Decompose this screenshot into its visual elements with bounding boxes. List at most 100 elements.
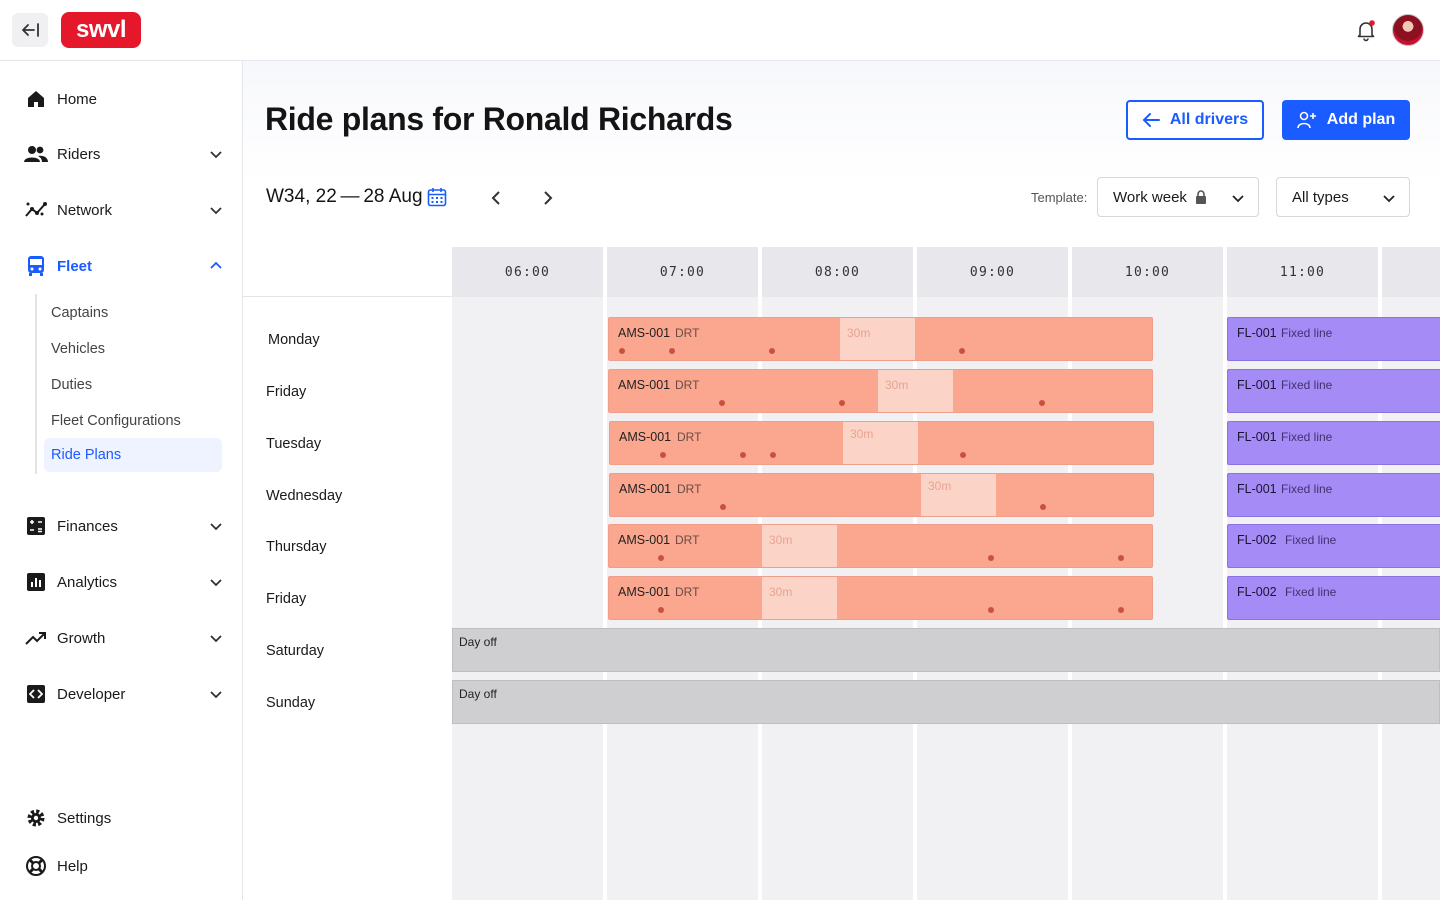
stop-dot: [719, 400, 725, 406]
hour-header: 06:00: [452, 247, 603, 297]
stop-dot: [839, 400, 845, 406]
arrow-left-icon: [1142, 113, 1160, 127]
calendar-icon[interactable]: [427, 187, 447, 207]
chevron-down-icon: [210, 579, 222, 587]
fixed-line-code: FL-002: [1237, 533, 1277, 547]
bus-icon: [24, 254, 48, 278]
nav-developer[interactable]: Developer: [24, 680, 228, 708]
stop-dot: [1039, 400, 1045, 406]
break-label: 30m: [847, 326, 871, 340]
subnav-duties-label: Duties: [51, 377, 93, 393]
fixed-line-type: Fixed line: [1285, 533, 1337, 547]
fixed-line-code: FL-001: [1237, 430, 1277, 444]
subnav-captains-label: Captains: [51, 305, 109, 321]
ride-block[interactable]: AMS-001 DRT 30m: [609, 421, 1154, 465]
chevron-down-icon: [210, 151, 222, 159]
nav-analytics[interactable]: Analytics: [24, 568, 228, 596]
all-drivers-button[interactable]: All drivers: [1126, 100, 1264, 140]
ride-block[interactable]: AMS-001 DRT 30m: [608, 524, 1153, 568]
break-label: 30m: [928, 479, 952, 493]
nav-network[interactable]: Network: [24, 196, 228, 224]
ride-block[interactable]: AMS-001 DRT 30m: [609, 473, 1154, 517]
stop-dot: [1118, 555, 1124, 561]
page-title: Ride plans for Ronald Richards: [265, 101, 733, 137]
user-avatar[interactable]: [1392, 14, 1424, 46]
day-off-block[interactable]: Day off: [452, 680, 1440, 724]
stop-dot: [658, 555, 664, 561]
ride-type: DRT: [675, 378, 700, 392]
fixed-line-block[interactable]: FL-001 Fixed line: [1227, 473, 1440, 517]
all-drivers-label: All drivers: [1169, 111, 1249, 128]
stop-dot: [720, 504, 726, 510]
break-label: 30m: [769, 533, 793, 547]
ride-block[interactable]: AMS-001 DRT 30m: [608, 369, 1153, 413]
hour-header: [1382, 247, 1440, 297]
template-select-value: Work week: [1113, 188, 1187, 206]
break-block: 30m: [840, 318, 915, 360]
fixed-line-block[interactable]: FL-001 Fixed line: [1227, 317, 1440, 361]
calculator-icon: [24, 514, 48, 538]
subnav-ride-plans[interactable]: Ride Plans: [44, 438, 222, 472]
break-label: 30m: [769, 585, 793, 599]
notification-bell-icon[interactable]: [1354, 18, 1378, 42]
chevron-right-icon[interactable]: [540, 190, 554, 206]
chevron-down-icon: [210, 523, 222, 531]
stop-dot: [988, 555, 994, 561]
lock-icon: [1195, 190, 1206, 204]
day-label: Thursday: [266, 539, 327, 555]
fixed-line-type: Fixed line: [1281, 378, 1333, 392]
template-select[interactable]: Work week: [1097, 177, 1259, 217]
collapse-sidebar-button[interactable]: [12, 13, 48, 47]
nav-settings-label: Settings: [57, 809, 112, 827]
stop-dot: [960, 452, 966, 458]
day-label: Sunday: [266, 695, 316, 711]
nav-settings[interactable]: Settings: [24, 804, 228, 832]
types-select[interactable]: All types: [1276, 177, 1410, 217]
ride-block[interactable]: AMS-001 DRT 30m: [608, 317, 1153, 361]
subnav-vehicles-label: Vehicles: [51, 341, 106, 357]
chevron-left-icon[interactable]: [490, 190, 504, 206]
day-off-label: Day off: [459, 635, 497, 649]
chevron-down-icon: [1383, 195, 1395, 203]
ride-code: AMS-001: [618, 326, 671, 340]
day-off-block[interactable]: Day off: [452, 628, 1440, 672]
subnav-duties[interactable]: Duties: [44, 368, 222, 402]
break-label: 30m: [850, 427, 874, 441]
fixed-line-block[interactable]: FL-002 Fixed line: [1227, 524, 1440, 568]
code-icon: [24, 682, 48, 706]
chevron-down-icon: [210, 207, 222, 215]
logo[interactable]: swvl: [61, 12, 141, 48]
stop-dot: [769, 348, 775, 354]
add-user-icon: [1296, 111, 1316, 129]
subnav-vehicles[interactable]: Vehicles: [44, 332, 222, 366]
nav-fleet[interactable]: Fleet: [24, 252, 228, 280]
fixed-line-block[interactable]: FL-001 Fixed line: [1227, 421, 1440, 465]
nav-growth[interactable]: Growth: [24, 624, 228, 652]
stop-dot: [658, 607, 664, 613]
nav-fleet-label: Fleet: [57, 257, 93, 275]
week-label: W34, 22 — 28 Aug: [266, 186, 423, 207]
break-block: 30m: [762, 577, 837, 619]
subnav-captains[interactable]: Captains: [44, 296, 222, 330]
chevron-down-icon: [210, 635, 222, 643]
hour-column: [452, 247, 603, 900]
users-icon: [24, 142, 48, 166]
add-plan-button[interactable]: Add plan: [1282, 100, 1410, 140]
nav-developer-label: Developer: [57, 685, 126, 703]
day-label: Friday: [266, 384, 307, 400]
nav-finances[interactable]: Finances: [24, 512, 228, 540]
break-block: 30m: [878, 370, 953, 412]
nav-home[interactable]: Home: [24, 85, 228, 113]
nav-riders-label: Riders: [57, 145, 101, 163]
nav-growth-label: Growth: [57, 629, 106, 647]
home-icon: [24, 87, 48, 111]
subnav-fleet-configurations[interactable]: Fleet Configurations: [44, 404, 222, 438]
fixed-line-block[interactable]: FL-002 Fixed line: [1227, 576, 1440, 620]
add-plan-label: Add plan: [1326, 111, 1396, 128]
stop-dot: [770, 452, 776, 458]
fixed-line-block[interactable]: FL-001 Fixed line: [1227, 369, 1440, 413]
nav-help[interactable]: Help: [24, 852, 228, 880]
nav-riders[interactable]: Riders: [24, 140, 228, 168]
ride-block[interactable]: AMS-001 DRT 30m: [608, 576, 1153, 620]
fixed-line-type: Fixed line: [1281, 430, 1333, 444]
